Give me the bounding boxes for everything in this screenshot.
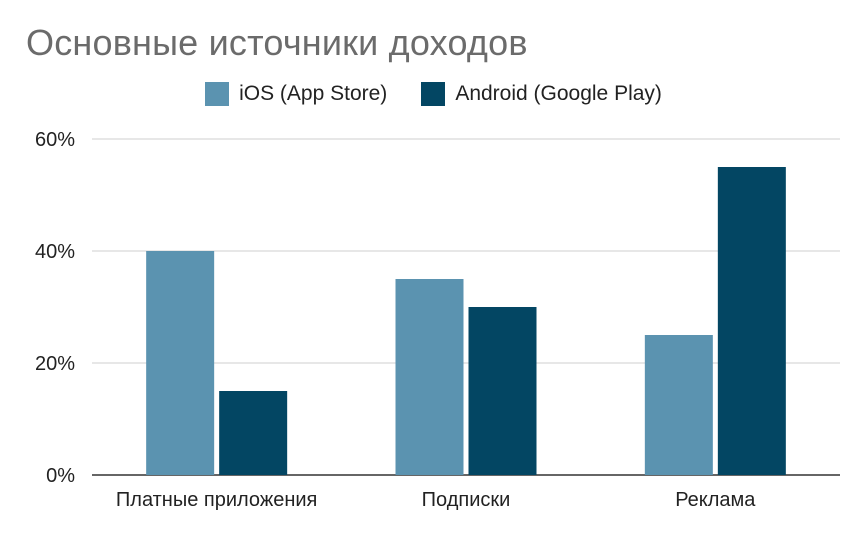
x-tick-label: Реклама: [675, 489, 756, 511]
x-tick-label: Платные приложения: [116, 489, 317, 511]
y-tick-label: 0%: [46, 465, 75, 487]
legend-item-ios: iOS (App Store): [205, 82, 387, 106]
bar-ios-1: [395, 279, 464, 475]
bar-android-0: [219, 391, 288, 475]
chart-title: Основные источники доходов: [26, 22, 528, 63]
legend-item-android: Android (Google Play): [421, 82, 662, 106]
y-tick-label: 60%: [35, 129, 75, 151]
x-tick-label: Подписки: [422, 489, 511, 511]
legend-swatch-ios: [205, 82, 230, 106]
bar-ios-2: [644, 335, 713, 475]
bar-android-1: [468, 307, 537, 475]
chart-legend: iOS (App Store) Android (Google Play): [0, 82, 867, 106]
bar-ios-0: [146, 251, 215, 475]
legend-swatch-android: [421, 82, 446, 106]
y-tick-label: 40%: [35, 241, 75, 263]
bar-android-2: [717, 167, 786, 475]
legend-label-ios: iOS (App Store): [239, 82, 388, 105]
legend-label-android: Android (Google Play): [455, 82, 662, 105]
y-tick-label: 20%: [35, 353, 75, 375]
